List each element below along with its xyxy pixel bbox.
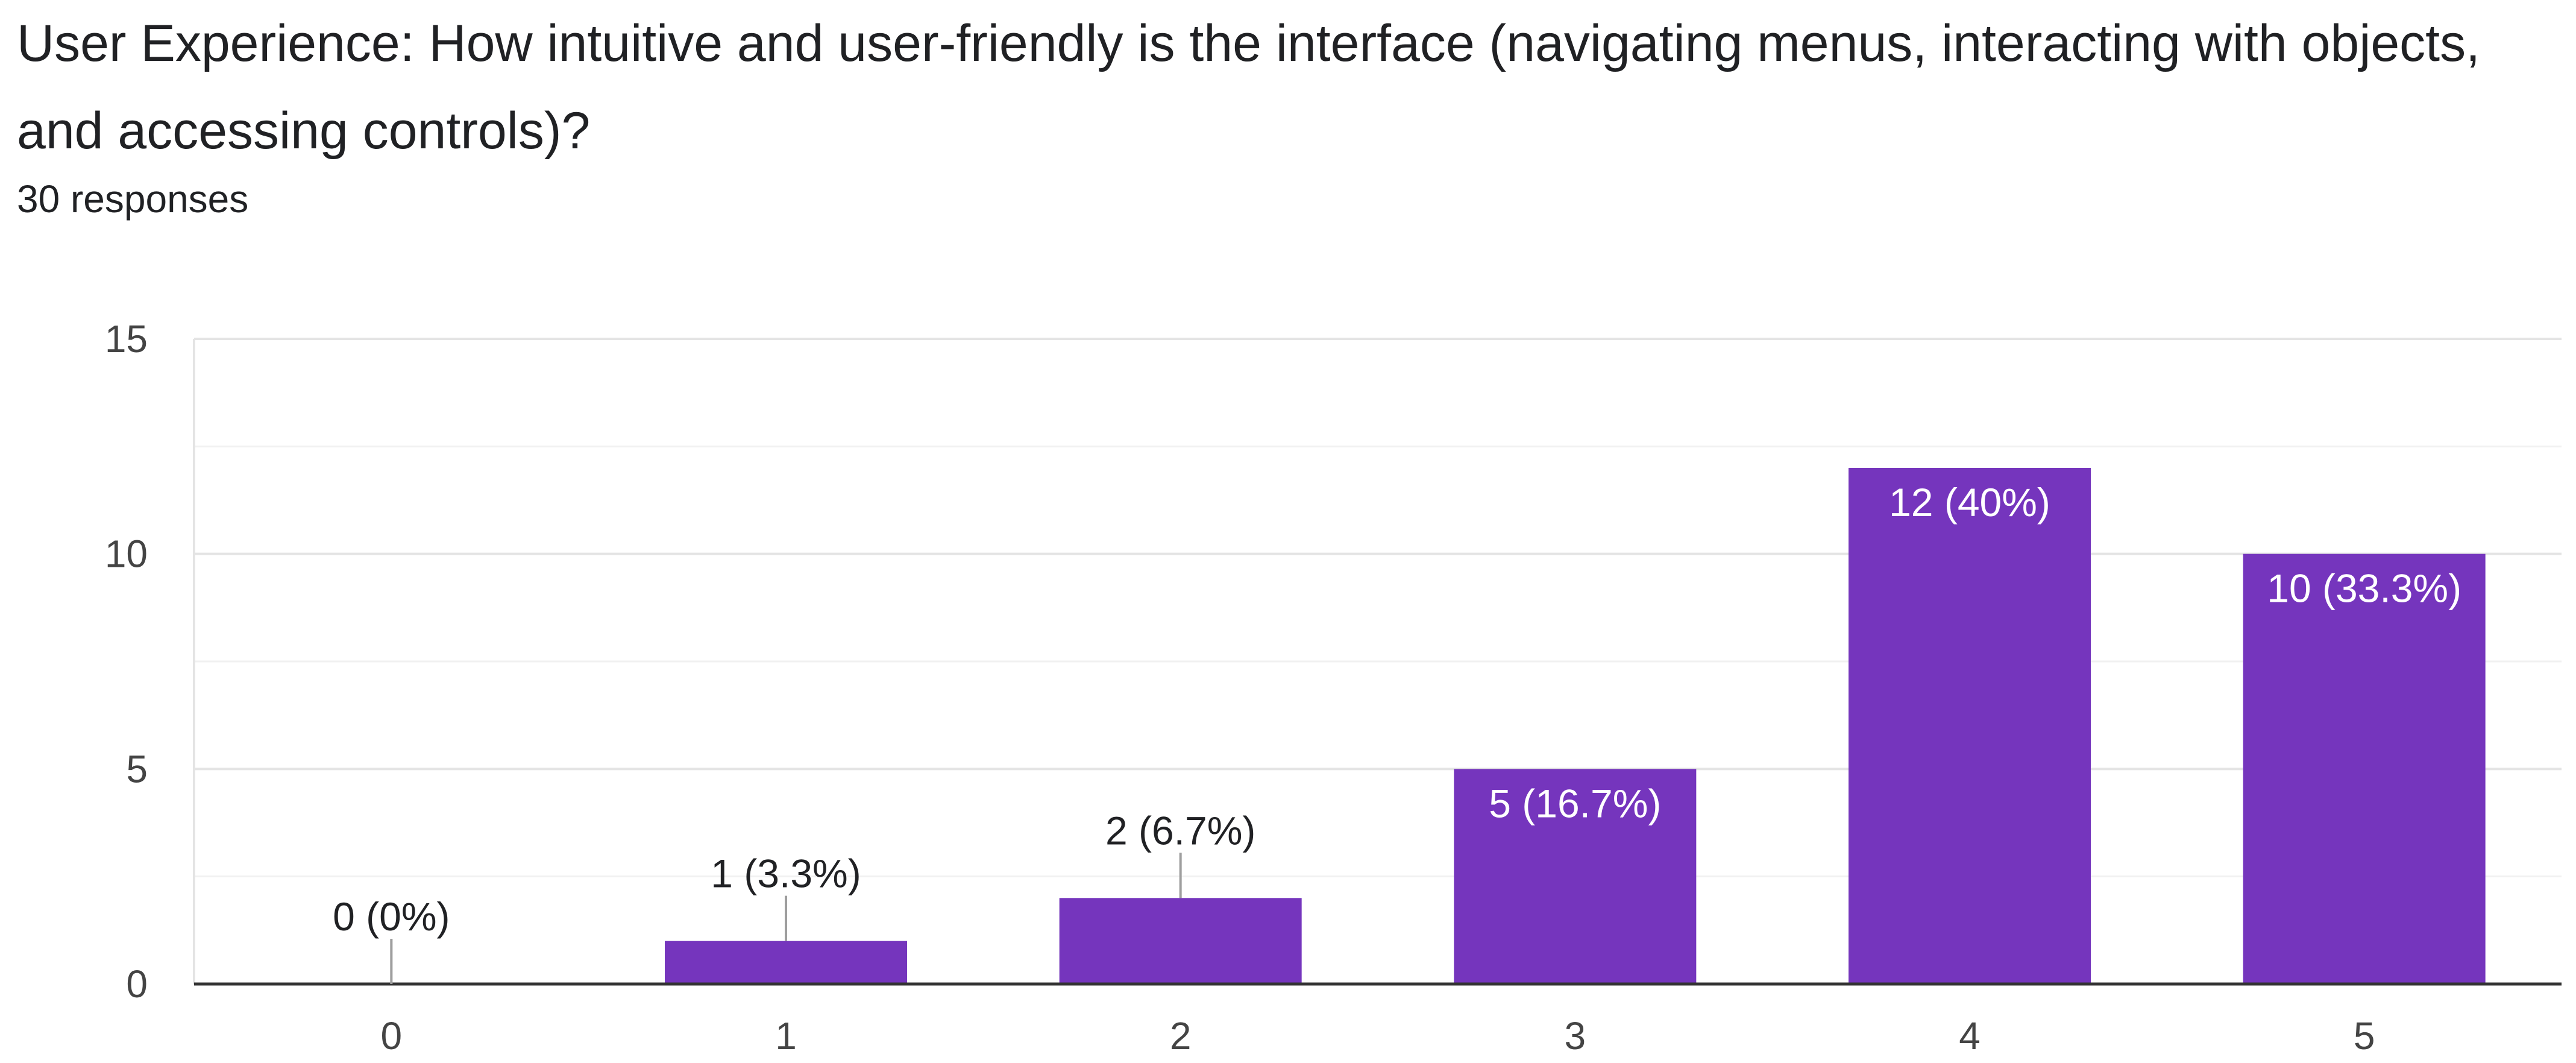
data-label: 0 (0%) xyxy=(333,894,450,939)
data-labels: 0 (0%) 1 (3.3%) 2 (6.7%) 5 (16.7%) 12 (40%) 1… xyxy=(333,480,2461,984)
data-label: 10 (33.3%) xyxy=(2267,566,2461,611)
bar-4 xyxy=(1849,468,2091,984)
y-tick-label: 0 xyxy=(126,962,148,1006)
y-tick-label: 10 xyxy=(105,532,148,576)
y-tick-label: 5 xyxy=(126,747,148,790)
grid-lines xyxy=(193,338,2562,984)
response-count: 30 responses xyxy=(17,177,249,221)
x-tick-label: 5 xyxy=(2354,1014,2375,1058)
data-label: 5 (16.7%) xyxy=(1489,781,1661,825)
bar-1 xyxy=(665,941,907,984)
x-tick-label: 4 xyxy=(1959,1014,1981,1058)
question-title: User Experience: How intuitive and user-… xyxy=(17,14,2480,160)
x-tick-label: 3 xyxy=(1565,1014,1586,1058)
bar-3 xyxy=(1454,769,1697,984)
data-label: 1 (3.3%) xyxy=(711,851,861,896)
x-tick-label: 2 xyxy=(1170,1014,1192,1058)
bar-2 xyxy=(1059,898,1302,984)
x-tick-label: 1 xyxy=(775,1014,797,1058)
x-tick-label: 0 xyxy=(381,1014,403,1058)
data-label: 2 (6.7%) xyxy=(1105,808,1255,853)
y-tick-label: 15 xyxy=(105,317,148,361)
bars xyxy=(665,468,2486,984)
data-label: 12 (40%) xyxy=(1889,480,2050,525)
bar-5 xyxy=(2243,554,2486,984)
axes: 0 5 10 15 0 1 2 3 4 5 xyxy=(105,317,2562,1058)
